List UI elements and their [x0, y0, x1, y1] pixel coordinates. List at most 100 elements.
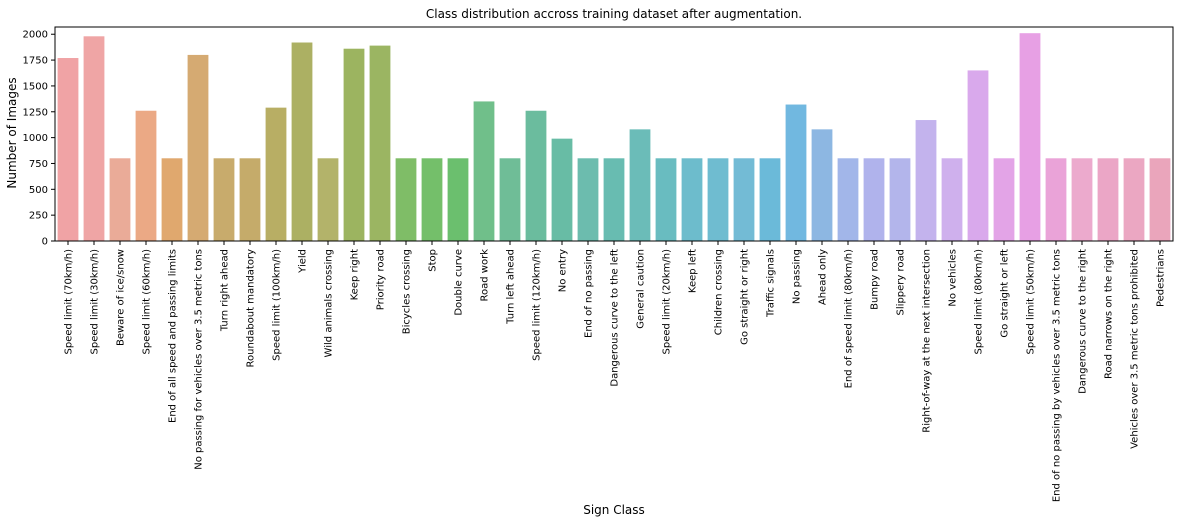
x-axis-label: Sign Class — [583, 503, 645, 517]
x-tick-label: No entry — [558, 249, 569, 292]
y-tick-label: 250 — [29, 211, 48, 222]
x-tick-label: No vehicles — [948, 249, 959, 307]
x-tick-label: Pedestrians — [1156, 249, 1167, 307]
x-tick-label: End of all speed and passing limits — [168, 249, 179, 423]
bar — [421, 158, 443, 241]
x-tick-label: Keep right — [350, 249, 361, 300]
x-tick-label: Double curve — [454, 249, 465, 316]
x-tick-label: Speed limit (30km/h) — [90, 249, 101, 355]
bar — [681, 158, 703, 241]
bar — [1045, 158, 1067, 241]
x-tick-label: Slippery road — [896, 249, 907, 315]
x-tick-label: Children crossing — [714, 249, 725, 335]
x-tick-label: Go straight or right — [740, 249, 751, 345]
bar — [941, 158, 963, 241]
bar — [889, 158, 911, 241]
x-tick-label: Road narrows on the right — [1104, 249, 1115, 379]
y-tick-label: 500 — [29, 185, 48, 196]
bar — [499, 158, 521, 241]
x-tick-label: Road work — [480, 249, 491, 302]
x-tick-label: Stop — [428, 249, 439, 272]
y-tick-label: 0 — [42, 237, 48, 248]
bar — [1097, 158, 1119, 241]
x-tick-label: Go straight or left — [1000, 249, 1011, 338]
x-tick-label: Speed limit (120km/h) — [532, 249, 543, 361]
bar — [915, 120, 937, 241]
x-axis-ticks: Speed limit (70km/h) Speed limit (30km/h)… — [64, 241, 1167, 502]
bar — [473, 101, 495, 242]
x-tick-label: Bumpy road — [870, 249, 881, 310]
chart-title: Class distribution accross training data… — [426, 7, 802, 21]
x-tick-label: Vehicles over 3.5 metric tons prohibited — [1130, 249, 1141, 449]
x-tick-label: No passing for vehicles over 3.5 metric … — [194, 249, 205, 470]
y-tick-label: 1000 — [23, 133, 48, 144]
x-tick-label: Bicycles crossing — [402, 249, 413, 334]
y-tick-label: 1250 — [23, 107, 48, 118]
x-tick-label: Right-of-way at the next intersection — [922, 249, 933, 433]
bar — [551, 138, 573, 241]
bar — [135, 110, 157, 242]
bar — [317, 158, 339, 241]
x-tick-label: Speed limit (20km/h) — [662, 249, 673, 355]
y-tick-label: 750 — [29, 159, 48, 170]
bar — [343, 48, 365, 242]
bar — [707, 158, 729, 241]
bar — [759, 158, 781, 241]
bar — [577, 158, 599, 241]
bar — [109, 158, 131, 241]
bar — [83, 36, 105, 241]
x-tick-label: Traffic signals — [766, 249, 777, 318]
bar — [395, 158, 417, 241]
y-tick-label: 1500 — [23, 81, 48, 92]
bar — [57, 58, 79, 242]
x-tick-label: Priority road — [376, 249, 387, 310]
x-tick-label: Speed limit (60km/h) — [142, 249, 153, 355]
x-tick-label: Speed limit (80km/h) — [974, 249, 985, 355]
bar — [603, 158, 625, 241]
bar — [239, 158, 261, 241]
x-tick-label: End of no passing by vehicles over 3.5 m… — [1052, 249, 1063, 502]
bar — [1123, 158, 1145, 241]
bar — [1019, 33, 1041, 242]
x-tick-label: End of speed limit (80km/h) — [844, 249, 855, 388]
y-axis-ticks: 0 250 500 750 1000 1250 1500 1750 2000 — [23, 30, 55, 248]
bar — [525, 110, 547, 242]
bar — [161, 158, 183, 241]
bar — [785, 104, 807, 241]
bar — [967, 70, 989, 241]
x-tick-label: Turn left ahead — [506, 249, 517, 325]
x-tick-label: Beware of ice/snow — [116, 249, 127, 346]
x-tick-label: Dangerous curve to the right — [1078, 249, 1089, 394]
bar — [213, 158, 235, 241]
x-tick-label: Keep left — [688, 249, 699, 293]
x-tick-label: Speed limit (100km/h) — [272, 249, 283, 361]
x-tick-label: Turn right ahead — [220, 249, 231, 332]
x-tick-label: Speed limit (50km/h) — [1026, 249, 1037, 355]
bar — [811, 129, 833, 241]
bar — [447, 158, 469, 241]
plot-frame — [54, 26, 1174, 242]
y-tick-label: 2000 — [23, 30, 48, 41]
bar — [629, 129, 651, 241]
bar — [187, 54, 209, 241]
bar — [1071, 158, 1093, 241]
bar — [837, 158, 859, 241]
bar — [655, 158, 677, 241]
x-tick-label: Wild animals crossing — [324, 249, 335, 357]
bar — [291, 42, 313, 242]
x-tick-label: No passing — [792, 249, 803, 304]
x-tick-label: Speed limit (70km/h) — [64, 249, 75, 355]
x-tick-label: General caution — [636, 249, 647, 329]
x-tick-label: Ahead only — [818, 249, 829, 305]
bar — [993, 158, 1015, 241]
bar — [369, 45, 391, 241]
y-axis-label: Number of Images — [5, 77, 19, 188]
x-tick-label: Dangerous curve to the left — [610, 249, 621, 387]
bar — [733, 158, 755, 241]
x-tick-label: Yield — [298, 249, 309, 274]
bar — [1149, 158, 1171, 241]
bar — [863, 158, 885, 241]
x-tick-label: Roundabout mandatory — [246, 249, 257, 368]
